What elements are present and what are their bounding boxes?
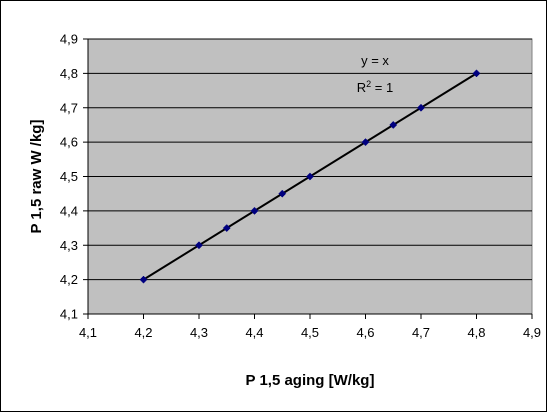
y-tick-label: 4,6 — [60, 135, 78, 150]
data-point — [139, 275, 148, 284]
equation-annotation: y = x — [361, 53, 389, 68]
data-point — [417, 103, 425, 112]
x-tick-label: 4,5 — [301, 325, 319, 340]
data-point — [195, 241, 203, 250]
x-tick-label: 4,1 — [79, 325, 97, 340]
y-tick-label: 4,3 — [60, 238, 78, 253]
x-tick-label: 4,4 — [245, 325, 263, 340]
x-tick-label: 4,3 — [190, 325, 208, 340]
r-squared-prefix: R — [357, 80, 366, 95]
y-tick-label: 4,1 — [60, 307, 78, 322]
y-axis-title: P 1,5 raw W /kg] — [28, 120, 45, 234]
x-tick-labels: 4,1 4,2 4,3 4,4 4,5 4,6 4,7 4,8 4,9 — [79, 314, 541, 340]
r-squared-annotation: R2 = 1 — [357, 79, 393, 95]
data-points — [139, 69, 481, 284]
y-tick-label: 4,8 — [60, 66, 78, 81]
y-tick-label: 4,4 — [60, 203, 78, 218]
grid-lines — [88, 38, 532, 281]
r-squared-exponent: 2 — [366, 79, 371, 89]
y-tick-label: 4,2 — [60, 272, 78, 287]
x-tick-label: 4,6 — [356, 325, 374, 340]
y-tick-label: 4,5 — [60, 169, 78, 184]
x-axis-title: P 1,5 aging [W/kg] — [246, 372, 375, 389]
data-point — [222, 224, 231, 233]
x-tick-label: 4,8 — [467, 325, 485, 340]
r-squared-suffix: = 1 — [371, 80, 393, 95]
data-point — [472, 69, 481, 78]
y-tick-labels: 4,1 4,2 4,3 4,4 4,5 4,6 4,7 4,8 4,9 — [60, 32, 88, 322]
x-tick-label: 4,9 — [523, 325, 541, 340]
data-point — [389, 120, 398, 129]
data-point — [278, 189, 287, 198]
y-tick-label: 4,7 — [60, 100, 78, 115]
y-tick-label: 4,9 — [60, 32, 78, 47]
x-tick-label: 4,7 — [412, 325, 430, 340]
x-tick-label: 4,2 — [134, 325, 152, 340]
data-point — [250, 206, 259, 215]
data-point — [361, 138, 370, 147]
data-point — [306, 172, 314, 181]
